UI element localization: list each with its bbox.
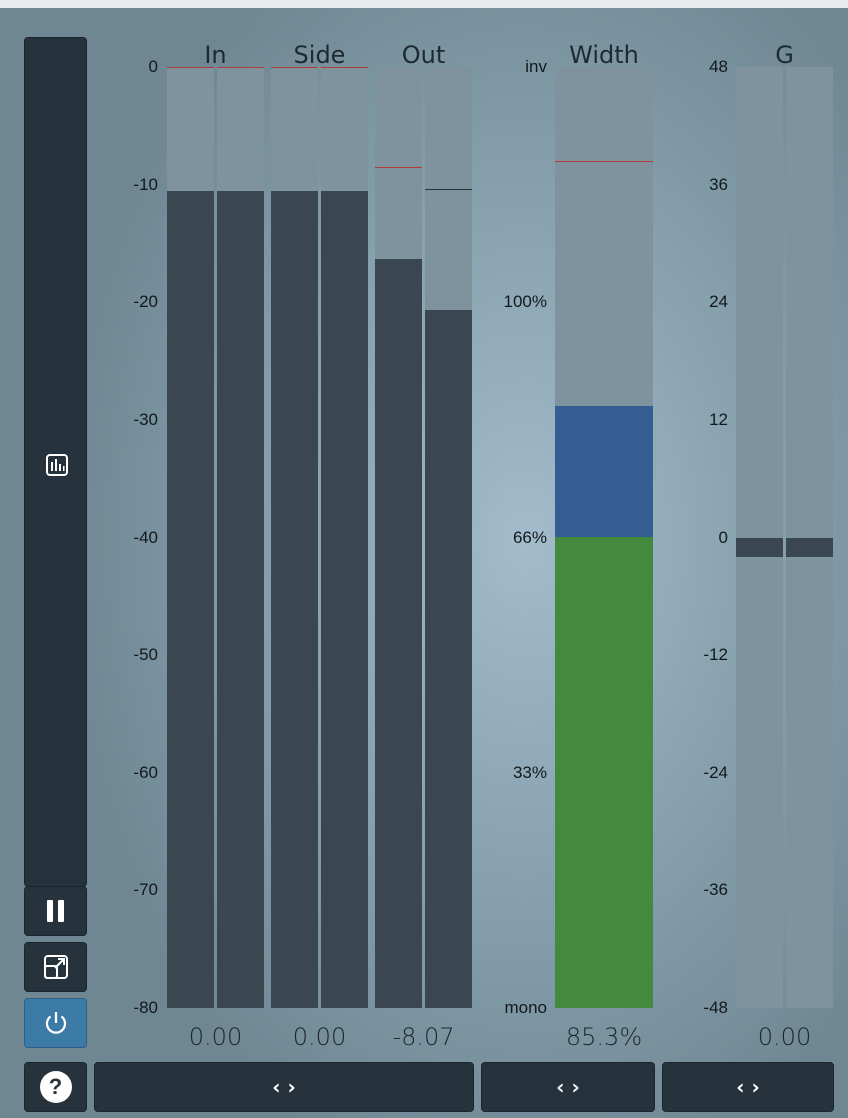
width-meter-blue-bar	[555, 405, 653, 538]
meter-panel: In Side Out Width G 0 -10 -20 -30 -40 -50 -60 -…	[0, 8, 848, 1118]
width-header: Width	[569, 41, 639, 69]
out-right-level-bar	[425, 310, 472, 1008]
db-tick-label: -50	[133, 645, 158, 665]
width-tick-label: 100%	[503, 292, 547, 312]
db-tick-label: -30	[133, 409, 158, 429]
in-header: In	[204, 41, 227, 69]
gain-tick-label: -36	[703, 880, 728, 900]
db-tick-label: -60	[133, 762, 158, 782]
db-tick-label: -40	[133, 527, 158, 547]
db-tick-label: -80	[133, 998, 158, 1017]
in-left-peak-marker	[167, 67, 214, 68]
db-tick-label: -70	[133, 880, 158, 900]
power-button[interactable]	[24, 998, 87, 1048]
power-icon	[42, 1009, 70, 1037]
help-button[interactable]: ?	[24, 1062, 87, 1112]
width-peak-marker	[555, 161, 653, 163]
width-tick-label: 33%	[512, 762, 547, 782]
resize-icon	[42, 953, 70, 981]
side-right-peak-marker	[321, 67, 368, 68]
top-strip	[0, 0, 848, 8]
in-right-level-bar	[217, 190, 264, 1008]
width-meter-green-bar	[555, 537, 653, 1008]
side-right-level-bar	[321, 190, 368, 1008]
nav-button-gain[interactable]: ‹ ›	[662, 1062, 834, 1112]
in-value[interactable]: 0.00	[188, 1023, 243, 1051]
out-value[interactable]: -8.07	[392, 1023, 455, 1051]
out-left-peak-marker	[375, 166, 422, 168]
in-left-level-bar	[167, 190, 214, 1008]
db-tick-label: 0	[148, 57, 158, 76]
gain-tick-label: 12	[709, 409, 728, 429]
gain-tick-label: 24	[709, 292, 728, 312]
width-tick-label: 66%	[512, 527, 547, 547]
side-left-peak-marker	[271, 67, 318, 68]
out-right-peak-marker	[425, 189, 472, 191]
gain-tick-label: -24	[703, 762, 728, 782]
gain-value[interactable]: 0.00	[757, 1023, 812, 1051]
side-header: Side	[293, 41, 346, 69]
side-value[interactable]: 0.00	[292, 1023, 347, 1051]
gain-tick-label: -48	[703, 998, 728, 1017]
bar-meter-icon	[25, 450, 88, 480]
in-right-peak-marker	[217, 67, 264, 68]
pause-button[interactable]	[24, 886, 87, 936]
width-tick-label: mono	[504, 998, 547, 1017]
out-left-level-bar	[375, 258, 422, 1008]
help-icon: ?	[39, 1071, 72, 1103]
side-left-level-bar	[271, 190, 318, 1008]
nav-button-meters[interactable]: ‹ ›	[94, 1062, 474, 1112]
gain-header: G	[775, 41, 794, 69]
gain-tick-label: 36	[709, 174, 728, 194]
pause-icon	[45, 899, 67, 923]
gain-1-bar	[786, 537, 833, 558]
gain-tick-label: -12	[703, 645, 728, 665]
width-tick-label: inv	[525, 57, 547, 76]
resize-button[interactable]	[24, 942, 87, 992]
meters-toggle-button[interactable]	[24, 37, 87, 887]
gain-0-bar	[736, 537, 783, 558]
out-header: Out	[401, 41, 446, 69]
db-tick-label: -10	[133, 174, 158, 194]
nav-button-width[interactable]: ‹ ›	[481, 1062, 655, 1112]
width-value[interactable]: 85.3%	[565, 1023, 643, 1051]
gain-tick-label: 0	[718, 527, 728, 547]
db-tick-label: -20	[133, 292, 158, 312]
gain-tick-label: 48	[709, 57, 728, 76]
